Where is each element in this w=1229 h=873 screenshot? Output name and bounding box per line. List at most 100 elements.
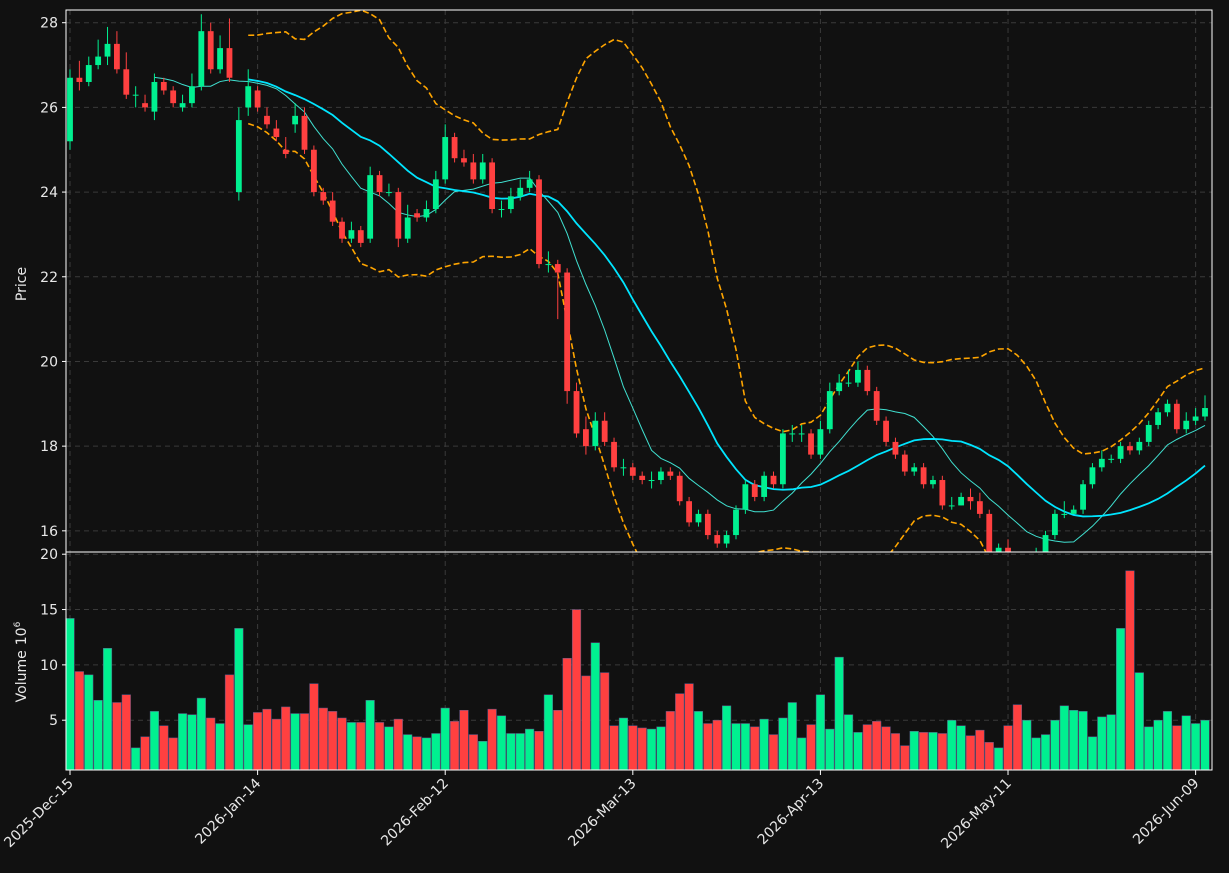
candle-body	[264, 115, 270, 125]
volume-bar	[843, 714, 854, 771]
candle-body	[995, 547, 1002, 552]
price-grid	[66, 10, 1212, 552]
candle-body	[498, 209, 505, 211]
volume-bar	[600, 672, 610, 771]
volume-bar	[253, 712, 263, 771]
candle-body	[723, 535, 730, 544]
candle-body	[507, 196, 514, 210]
volume-bar	[1153, 719, 1163, 771]
candle-body	[1202, 408, 1208, 417]
candle-body	[667, 471, 674, 476]
candle-body	[1024, 565, 1030, 566]
volume-bar	[534, 731, 544, 771]
volume-bar	[374, 722, 385, 771]
candle-body	[282, 149, 289, 154]
volume-bar	[328, 711, 338, 771]
candle-body	[733, 509, 739, 536]
candle-body	[704, 513, 711, 536]
volume-bar	[1172, 725, 1182, 771]
volume-bar	[984, 742, 994, 771]
volume-axis-unit: 10	[14, 627, 30, 645]
candle-body	[1136, 441, 1143, 451]
volume-bar	[1031, 737, 1041, 771]
volume-bar	[1012, 704, 1022, 771]
volume-bar	[1162, 711, 1173, 771]
candle-body	[901, 454, 908, 472]
candle-body	[142, 103, 148, 108]
candle-body	[751, 484, 758, 497]
volume-bar	[890, 733, 901, 771]
candle-body	[573, 391, 580, 434]
candle-body	[432, 179, 439, 210]
volume-bar	[609, 725, 619, 771]
x-tick-label: 2026-Feb-12	[378, 776, 452, 850]
candle-body	[611, 441, 617, 468]
volume-bar	[1116, 628, 1126, 771]
volume-bar	[722, 705, 732, 771]
volume-bar	[1003, 725, 1013, 771]
volume-bar	[243, 724, 253, 771]
volume-bar	[965, 735, 976, 771]
candle-body	[329, 200, 336, 222]
candle-body	[817, 429, 824, 455]
volume-bar	[1078, 711, 1088, 771]
volume-bar	[131, 747, 141, 771]
candle-body	[189, 86, 195, 104]
price-tick-label: 20	[40, 354, 58, 370]
volume-bar	[778, 717, 788, 771]
x-tick-label: 2025-Dec-15	[1, 776, 76, 851]
candle-body	[292, 115, 299, 125]
candle-body	[714, 535, 721, 544]
candle-body	[1061, 513, 1068, 515]
candle-body	[273, 128, 280, 138]
x-tick-label: 2026-Jan-14	[192, 775, 264, 847]
candle-body	[855, 369, 861, 383]
volume-bar	[1097, 716, 1107, 771]
price-axis-label: Price	[14, 267, 30, 301]
candle-body	[442, 137, 449, 180]
volume-bar	[421, 737, 432, 771]
volume-bar	[994, 747, 1004, 771]
candle-body	[301, 115, 308, 150]
volume-bar	[1181, 715, 1191, 771]
candle-body	[629, 467, 636, 476]
volume-bar	[84, 674, 94, 771]
volume-bar	[1059, 705, 1069, 771]
volume-bar	[506, 733, 516, 771]
volume-bar	[177, 713, 188, 771]
candle-body	[1164, 403, 1171, 413]
price-panel: 16 18 20 22 24 26 28	[40, 9, 1213, 566]
candle-body	[67, 77, 73, 142]
volume-bar	[496, 715, 507, 771]
price-tick-label: 28	[40, 16, 58, 32]
volume-bar	[262, 708, 272, 771]
volume-bar	[834, 656, 844, 771]
volume-bar	[478, 740, 488, 771]
volume-bar	[487, 708, 497, 771]
candle-body	[1014, 556, 1020, 564]
volume-bar	[768, 734, 779, 771]
volume-bar	[337, 717, 347, 771]
candle-body	[564, 272, 571, 392]
candle-body	[357, 230, 364, 243]
candle-body	[695, 513, 702, 523]
bollinger-lower-line	[247, 122, 987, 552]
candle-body	[920, 467, 927, 485]
candle-body	[517, 187, 524, 197]
candle-body	[451, 137, 458, 159]
volume-bar	[1144, 726, 1154, 771]
candle-body	[470, 162, 477, 180]
volume-bar	[787, 702, 797, 771]
volume-bar	[196, 697, 206, 771]
volume-bar	[281, 706, 291, 771]
volume-bar	[909, 731, 919, 771]
volume-bar	[975, 729, 985, 771]
volume-bar	[815, 694, 825, 771]
volume-tick-label: 10	[40, 658, 58, 674]
candle-body	[779, 433, 786, 485]
candle-body	[536, 179, 542, 265]
ma-slow-line	[248, 78, 1206, 518]
candle-body	[892, 441, 899, 455]
candle-body	[310, 149, 317, 193]
